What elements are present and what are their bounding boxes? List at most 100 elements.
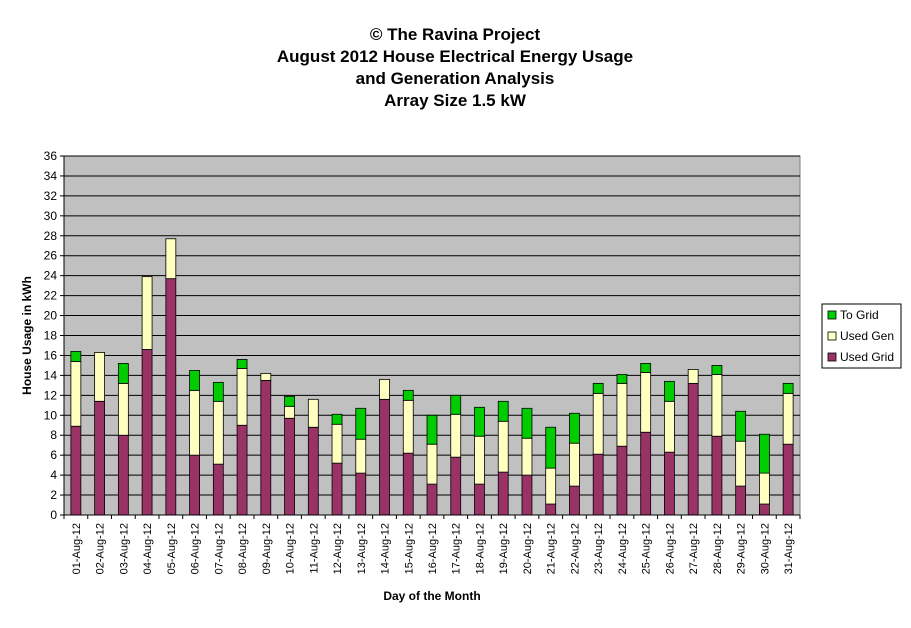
y-tick-label: 22 — [44, 289, 58, 303]
bar-segment — [260, 379, 272, 516]
y-tick-label: 28 — [44, 229, 58, 243]
x-tick-label: 15-Aug-12 — [403, 523, 415, 574]
gridlines — [64, 155, 800, 496]
bar-segment — [70, 351, 82, 362]
bar-segment — [616, 373, 628, 384]
chart-title-line: Array Size 1.5 kW — [384, 91, 527, 110]
bar-segment — [141, 349, 153, 516]
x-tick-label: 13-Aug-12 — [356, 523, 368, 574]
bar-segment — [450, 456, 462, 516]
bar-segment — [545, 426, 557, 469]
bars — [70, 238, 794, 516]
x-tick-label: 30-Aug-12 — [759, 523, 771, 574]
bar-segment — [569, 412, 580, 444]
legend-swatch — [827, 310, 837, 320]
bar-segment — [284, 417, 295, 516]
legend-label: To Grid — [840, 308, 879, 322]
bar-segment — [426, 414, 438, 445]
bar-segment — [165, 238, 177, 280]
bar-segment — [545, 503, 557, 516]
bar-segment — [474, 435, 485, 485]
x-tick-label: 01-Aug-12 — [71, 523, 83, 574]
legend-label: Used Gen — [840, 329, 894, 343]
legend-swatch — [827, 352, 837, 362]
x-tick-label: 21-Aug-12 — [546, 523, 558, 574]
x-tick-label: 03-Aug-12 — [118, 523, 130, 574]
y-tick-label: 36 — [44, 149, 58, 163]
x-tick-label: 05-Aug-12 — [166, 523, 178, 574]
x-tick-label: 29-Aug-12 — [736, 523, 748, 574]
x-tick-label: 12-Aug-12 — [332, 523, 344, 574]
bar-segment — [189, 370, 200, 391]
bar-segment — [640, 431, 652, 516]
bar-segment — [687, 382, 699, 516]
x-tick-label: 04-Aug-12 — [142, 523, 154, 574]
bar-segment — [474, 483, 485, 516]
bar-segment — [355, 438, 367, 474]
bar-segment — [165, 278, 177, 516]
bar-segment — [284, 395, 295, 407]
bar-segment — [616, 382, 628, 447]
x-tick-labels: 01-Aug-12 02-Aug-12 03-Aug-12 04-Aug-12 05-A… — [71, 523, 795, 574]
chart-title-line: © The Ravina Project — [370, 25, 541, 44]
x-tick-label: 25-Aug-12 — [641, 523, 653, 574]
chart-title-line: and Generation Analysis — [356, 69, 555, 88]
y-tick-label: 20 — [44, 309, 58, 323]
bar-segment — [70, 361, 82, 427]
x-tick-label: 02-Aug-12 — [95, 523, 107, 574]
bar-segment — [664, 400, 675, 453]
bar-segment — [759, 503, 770, 516]
x-tick-label: 06-Aug-12 — [190, 523, 202, 574]
bar-segment — [521, 437, 533, 476]
bar-segment — [236, 359, 248, 369]
bar-segment — [141, 276, 153, 350]
x-tick-label: 27-Aug-12 — [688, 523, 700, 574]
bar-segment — [189, 454, 200, 516]
bar-segment — [782, 443, 794, 516]
bar-segment — [450, 413, 462, 458]
bar-segment — [236, 368, 248, 426]
y-tick-label: 10 — [44, 408, 58, 422]
bar-segment — [569, 485, 580, 516]
x-tick-label: 09-Aug-12 — [261, 523, 273, 574]
bar-segment — [189, 389, 200, 456]
bar-segment — [735, 410, 747, 442]
bar-segment — [759, 472, 770, 505]
x-tick-label: 16-Aug-12 — [427, 523, 439, 574]
bar-segment — [711, 365, 723, 375]
y-tick-label: 4 — [50, 468, 57, 482]
bar-segment — [711, 373, 723, 437]
y-tick-label: 34 — [44, 169, 58, 183]
y-tick-label: 6 — [50, 448, 57, 462]
x-tick-label: 31-Aug-12 — [783, 523, 795, 574]
bar-segment — [117, 363, 129, 384]
bar-segment — [94, 352, 105, 402]
bar-segment — [355, 472, 367, 516]
y-tick-label: 0 — [50, 508, 57, 522]
x-tick-label: 07-Aug-12 — [213, 523, 225, 574]
bar-segment — [331, 423, 343, 464]
bar-segment — [307, 426, 319, 516]
legend-label: Used Grid — [840, 350, 894, 364]
bar-segment — [331, 413, 343, 425]
bar-segment — [117, 434, 129, 516]
bar-segment — [521, 407, 533, 439]
x-tick-label: 22-Aug-12 — [569, 523, 581, 574]
bar-segment — [236, 424, 248, 516]
y-tick-label: 26 — [44, 249, 58, 263]
legend: To Grid Used Gen Used Grid — [821, 303, 902, 369]
bar-segment — [592, 392, 604, 455]
bar-segment — [212, 463, 224, 516]
x-tick-label: 23-Aug-12 — [593, 523, 605, 574]
bar-segment — [711, 435, 723, 516]
bar-segment — [616, 445, 628, 516]
bar-segment — [759, 433, 770, 474]
bar-segment — [521, 474, 533, 516]
x-tick-label: 18-Aug-12 — [474, 523, 486, 574]
x-axis-title: Day of the Month — [383, 589, 480, 603]
chart-title: © The Ravina Project August 2012 House El… — [277, 25, 633, 110]
x-tick-label: 10-Aug-12 — [285, 523, 297, 574]
bar-segment — [260, 372, 272, 381]
y-tick-label: 8 — [50, 428, 57, 442]
